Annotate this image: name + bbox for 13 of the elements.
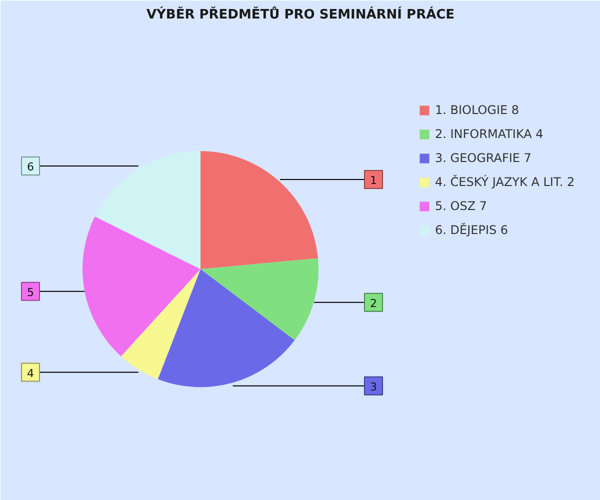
legend-label: 3. GEOGRAFIE 7 xyxy=(435,151,532,165)
text: 1 xyxy=(370,174,377,187)
legend-label: 4. ČESKÝ JAZYK A LIT. 2 xyxy=(435,175,575,189)
legend-label: 2. INFORMATIKA 4 xyxy=(435,127,544,141)
text: 2 xyxy=(370,296,377,310)
legend-label: 1. BIOLOGIE 8 xyxy=(435,103,520,117)
text: 6 xyxy=(27,160,34,174)
legend-label: 5. OSZ 7 xyxy=(435,199,487,213)
text: 4 xyxy=(27,366,34,380)
legend-label: 6. DĚJEPIS 6 xyxy=(435,223,508,237)
text: 3 xyxy=(370,380,377,394)
text: 5 xyxy=(27,286,34,299)
chart-title: VÝBĚR PŘEDMĚTŮ PRO SEMINÁRNÍ PRÁCE xyxy=(146,6,455,22)
